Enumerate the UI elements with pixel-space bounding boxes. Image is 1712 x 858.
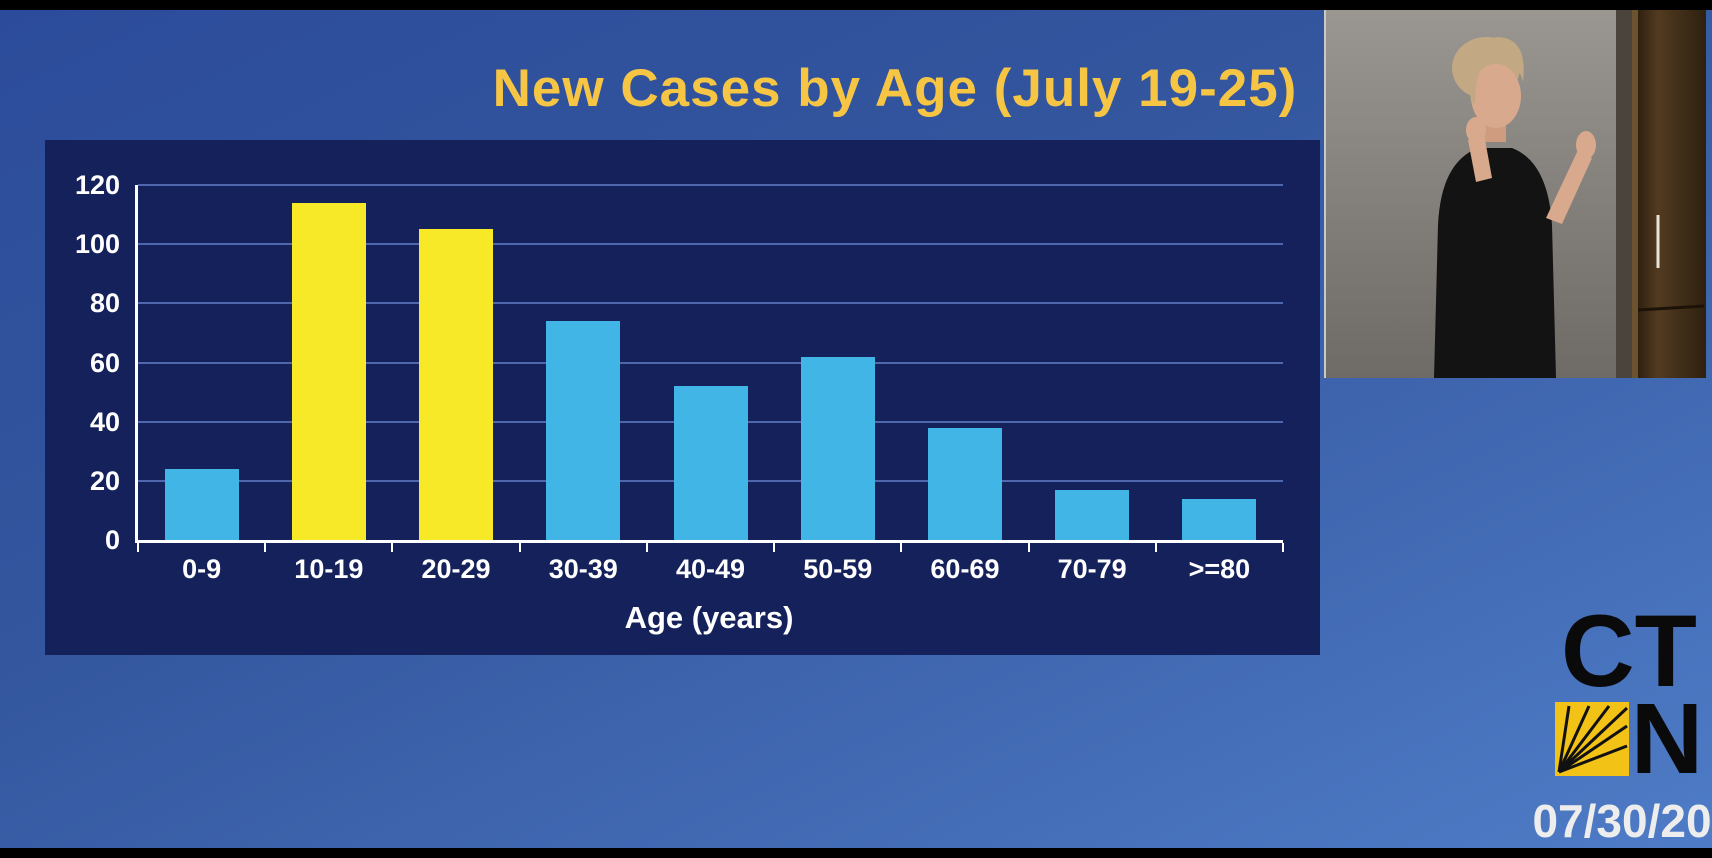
x-axis-tickmark — [645, 543, 648, 552]
chart-title: New Cases by Age (July 19-25) — [492, 59, 1298, 118]
x-axis-tickmark — [391, 543, 394, 552]
y-axis-tick-label: 60 — [89, 347, 120, 378]
letterbox-top — [0, 0, 1712, 10]
bar-20-29 — [419, 229, 494, 540]
wood-door-panel — [1632, 10, 1706, 378]
x-axis-tick-label: 60-69 — [930, 554, 1000, 584]
x-axis-tickmark — [1027, 543, 1030, 552]
ctn-logo-text-top: CT — [1561, 594, 1697, 708]
ctn-logo: CT N — [1548, 594, 1710, 795]
x-axis-tick-label: 40-49 — [675, 554, 746, 584]
y-axis-tick-label: 100 — [74, 229, 120, 260]
x-axis-tick-label: 20-29 — [421, 554, 491, 584]
y-axis-tick-label: 0 — [104, 525, 120, 555]
gridline — [138, 184, 1283, 186]
x-axis-tick-label: 50-59 — [803, 554, 873, 584]
bar-0-9 — [164, 469, 239, 540]
x-axis-title: Age (years) — [624, 600, 794, 635]
plot-area: 0 20 40 60 80 100 120 0-9 10-19 20-29 30-39 40-49 50… — [75, 170, 1284, 584]
ctn-logo-text-bottom: N — [1630, 682, 1704, 795]
gridline — [138, 361, 1283, 364]
x-axis-tick-label: >=80 — [1188, 554, 1251, 584]
y-axis-tick-label: 80 — [89, 288, 120, 319]
bar-50-59 — [800, 356, 875, 540]
gridline — [138, 243, 1283, 246]
x-axis-tickmark — [264, 543, 267, 552]
bar->=80 — [1182, 498, 1257, 540]
bar-30-39 — [546, 321, 621, 540]
x-axis-tickmark — [137, 543, 139, 552]
bar-60-69 — [927, 427, 1002, 540]
x-axis-tick-label: 70-79 — [1057, 554, 1127, 584]
bar-70-79 — [1055, 489, 1130, 540]
gridline — [138, 302, 1283, 305]
y-axis-tick-label: 120 — [74, 170, 120, 200]
x-axis-tickmark — [1154, 543, 1157, 552]
x-axis-tickmark — [1282, 543, 1284, 552]
x-axis-tick-label: 10-19 — [294, 554, 364, 584]
x-axis-tick-label: 0-9 — [182, 554, 222, 584]
y-axis-tick-label: 40 — [89, 406, 120, 437]
interpreter-video — [1324, 10, 1706, 378]
chart-panel: 0 20 40 60 80 100 120 0-9 10-19 20-29 30-39 40-49 50… — [45, 140, 1320, 655]
ctn-sunburst-icon — [1554, 701, 1629, 776]
interpreter-person — [1434, 37, 1596, 378]
y-axis-tick-label: 20 — [89, 465, 120, 496]
x-axis-tick-label: 30-39 — [548, 554, 618, 584]
broadcast-date: 07/30/20 — [1532, 795, 1712, 847]
letterbox-bottom — [0, 848, 1712, 858]
bar-40-49 — [673, 386, 748, 540]
interpreter-scene — [1326, 10, 1706, 378]
bar-10-19 — [291, 202, 366, 540]
x-axis-tickmark — [900, 543, 903, 552]
x-axis-tickmark — [773, 543, 776, 552]
x-axis-tickmark — [518, 543, 521, 552]
